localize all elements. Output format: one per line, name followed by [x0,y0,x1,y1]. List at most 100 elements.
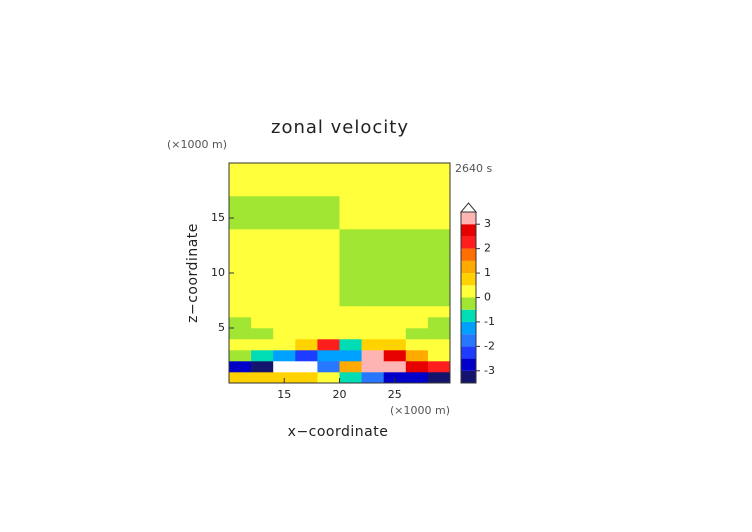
cell [251,163,274,175]
cell [317,251,340,263]
colorbar-band [461,260,476,274]
cell [317,284,340,296]
cell [339,251,362,263]
cell [339,262,362,274]
cell [427,317,451,329]
cell [427,196,451,208]
cell [295,372,318,384]
cell [427,185,451,197]
cell [251,251,274,263]
cell [295,306,318,318]
cell [317,218,340,230]
cell [229,174,252,186]
cell [317,196,340,208]
colorbar-tick-label: -2 [484,339,495,352]
cell [251,350,274,362]
cell [361,207,384,219]
cell [361,262,384,274]
cell [273,361,296,373]
cell [317,174,340,186]
cell [229,361,252,373]
cell [251,328,274,340]
cell [295,350,318,362]
cell [251,273,274,285]
colorbar-tick-label: 0 [484,291,491,304]
x-tick-label: 25 [388,388,402,401]
y-tick-label: 5 [218,321,225,334]
cell [383,218,407,230]
cell [383,328,407,340]
colorbar-band [461,309,476,322]
cell [427,251,451,263]
cell [361,229,384,241]
cell [317,339,340,351]
cell [405,163,429,175]
cell [361,196,384,208]
cell [383,317,407,329]
cell [295,240,318,252]
cell [427,262,451,274]
cell [383,251,407,263]
cell [273,284,296,296]
cell [405,262,429,274]
cell [383,229,407,241]
cell [251,174,274,186]
cell [427,240,451,252]
cell [229,350,252,362]
cell [339,295,362,307]
cell [361,361,384,373]
cell [229,284,252,296]
colorbar-tick-label: -1 [484,315,495,328]
cell [383,295,407,307]
x-unit: (×1000 m) [390,404,450,417]
cell [405,339,429,351]
cell [405,185,429,197]
cell [405,350,429,362]
y-axis-title: z−coordinate [185,223,201,323]
cell [339,350,362,362]
cell [405,372,429,384]
cell [317,295,340,307]
cell [361,251,384,263]
cell [339,328,362,340]
cell [273,273,296,285]
cell [383,240,407,252]
cell [383,262,407,274]
cell [251,339,274,351]
cell [295,207,318,219]
cell [405,207,429,219]
cell [339,163,362,175]
cell [229,317,252,329]
cell [273,218,296,230]
cell [405,295,429,307]
cell [405,240,429,252]
cell [251,229,274,241]
cell [427,306,451,318]
cell [405,273,429,285]
cell [339,174,362,186]
x-tick-label: 20 [333,388,347,401]
cell [383,350,407,362]
cell [405,361,429,373]
time-label: 2640 s [455,162,492,175]
cell [295,273,318,285]
colorbar-tick-label: 1 [484,266,491,279]
cell [273,185,296,197]
cell [273,174,296,186]
cell [405,174,429,186]
colorbar-tick-label: 3 [484,217,491,230]
cell [383,284,407,296]
cell [229,207,252,219]
cell [405,317,429,329]
cell [273,229,296,241]
cell [427,350,451,362]
cell [251,240,274,252]
cell [295,295,318,307]
cell [383,273,407,285]
cell [427,339,451,351]
cell [427,273,451,285]
cell [405,196,429,208]
cell [317,163,340,175]
y-unit: (×1000 m) [167,138,227,151]
cell [295,229,318,241]
